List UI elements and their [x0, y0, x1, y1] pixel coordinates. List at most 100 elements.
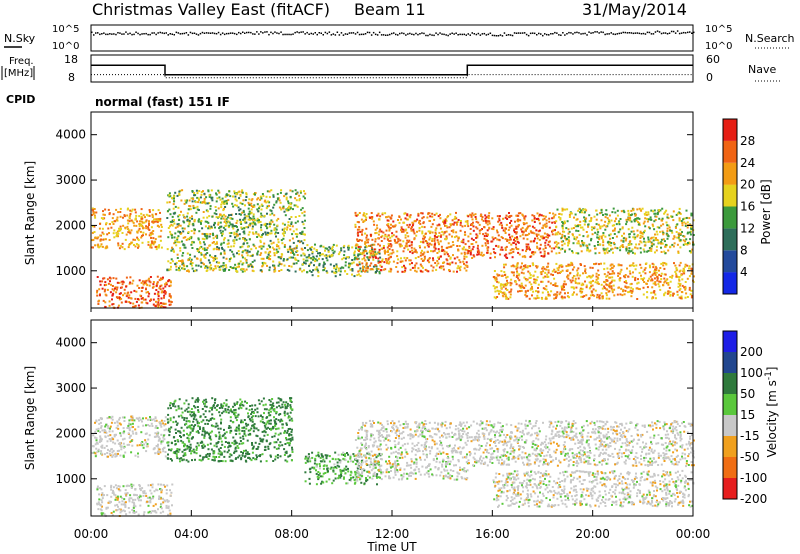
- velocity-echo-cell: [145, 417, 148, 420]
- power-echo-cell: [521, 213, 524, 216]
- power-echo-cell: [639, 263, 642, 266]
- power-echo-cell: [621, 294, 624, 297]
- power-echo-cell: [384, 233, 387, 236]
- power-echo-cell: [444, 238, 447, 241]
- power-echo-cell: [134, 245, 137, 248]
- velocity-echo-cell: [101, 492, 104, 495]
- power-echo-cell: [539, 243, 542, 246]
- power-echo-cell: [246, 242, 249, 245]
- power-echo-cell: [164, 285, 167, 288]
- power-echo-cell: [526, 247, 529, 250]
- power-echo-cell: [510, 224, 513, 227]
- power-echo-cell: [190, 197, 193, 200]
- power-echo-cell: [98, 299, 100, 302]
- power-echo-cell: [203, 201, 206, 204]
- power-echo-cell: [591, 266, 594, 269]
- power-echo-cell: [357, 246, 360, 248]
- nsky-point: [590, 32, 592, 34]
- power-echo-cell: [651, 297, 654, 300]
- velocity-echo-cell: [139, 495, 142, 498]
- power-echo-cell: [668, 291, 671, 294]
- power-echo-cell: [323, 254, 326, 257]
- power-echo-cell: [627, 212, 630, 215]
- power-echo-cell: [401, 260, 404, 263]
- power-echo-cell: [344, 270, 347, 273]
- power-echo-cell: [575, 229, 578, 232]
- power-echo-cell: [295, 235, 298, 238]
- power-echo-cell: [654, 219, 657, 221]
- nsky-point: [344, 33, 347, 35]
- power-echo-cell: [203, 233, 206, 236]
- power-echo-cell: [648, 271, 651, 274]
- power-echo-cell: [650, 278, 653, 281]
- power-echo-cell: [484, 217, 487, 220]
- velocity-echo-cell: [147, 504, 150, 507]
- power-echo-cell: [527, 243, 530, 246]
- velocity-echo-cell: [123, 430, 126, 433]
- power-echo-cell: [226, 194, 229, 197]
- velocity-echo-cell: [109, 425, 112, 428]
- power-echo-cell: [439, 213, 441, 216]
- power-echo-cell: [597, 241, 599, 243]
- power-echo-cell: [412, 230, 415, 233]
- power-echo-cell: [400, 226, 403, 229]
- velocity-echo-cell: [126, 492, 129, 494]
- power-echo-cell: [115, 231, 118, 234]
- power-echo-cell: [614, 227, 616, 230]
- power-echo-cell: [529, 274, 532, 276]
- power-echo-cell: [568, 240, 571, 243]
- power-echo-cell: [634, 268, 637, 271]
- power-echo-cell: [311, 251, 314, 254]
- power-echo-cell: [268, 196, 271, 199]
- y-tick-label: 1000: [55, 264, 86, 278]
- velocity-echo-cell: [134, 428, 137, 431]
- power-echo-cell: [387, 226, 390, 229]
- power-echo-cell: [630, 282, 633, 285]
- power-echo-cell: [223, 249, 226, 252]
- power-echo-cell: [170, 220, 173, 223]
- power-echo-cell: [260, 208, 263, 211]
- power-echo-cell: [340, 247, 343, 250]
- velocity-echo-cell: [153, 490, 156, 493]
- power-echo-cell: [478, 223, 481, 226]
- power-echo-cell: [658, 241, 661, 244]
- nsky-point: [441, 33, 443, 35]
- nsky-point: [187, 34, 190, 36]
- power-echo-cell: [94, 237, 97, 240]
- y-tick-label: 4000: [55, 128, 86, 142]
- power-echo-cell: [411, 252, 414, 255]
- power-echo-cell: [620, 239, 623, 242]
- nsky-point: [135, 31, 137, 33]
- power-echo-cell: [138, 287, 141, 289]
- power-echo-cell: [443, 231, 446, 234]
- power-echo-cell: [179, 247, 182, 250]
- power-echo-cell: [637, 288, 640, 290]
- power-echo-cell: [521, 230, 524, 233]
- power-echo-cell: [673, 242, 676, 245]
- power-echo-cell: [500, 275, 503, 277]
- power-echo-cell: [617, 272, 620, 275]
- power-echo-cell: [545, 288, 548, 291]
- power-echo-cell: [464, 264, 467, 267]
- power-echo-cell: [486, 220, 489, 223]
- power-echo-cell: [239, 194, 242, 197]
- power-echo-cell: [377, 261, 380, 264]
- power-echo-cell: [515, 267, 518, 270]
- power-echo-cell: [484, 242, 487, 245]
- power-echo-cell: [665, 221, 668, 224]
- power-echo-cell: [449, 263, 451, 266]
- power-echo-cell: [671, 274, 674, 277]
- nsky-point: [207, 32, 210, 34]
- power-echo-cell: [521, 226, 524, 229]
- nsky-point: [411, 33, 413, 35]
- power-echo-cell: [130, 229, 133, 232]
- power-echo-cell: [553, 241, 556, 244]
- velocity-echo-cell: [133, 419, 136, 422]
- velocity-echo-cell: [97, 430, 100, 432]
- power-echo-cell: [386, 260, 389, 263]
- power-echo-cell: [260, 236, 263, 239]
- power-echo-cell: [164, 302, 167, 305]
- power-echo-cell: [159, 278, 162, 281]
- power-echo-cell: [230, 214, 233, 216]
- power-echo-cell: [676, 275, 679, 278]
